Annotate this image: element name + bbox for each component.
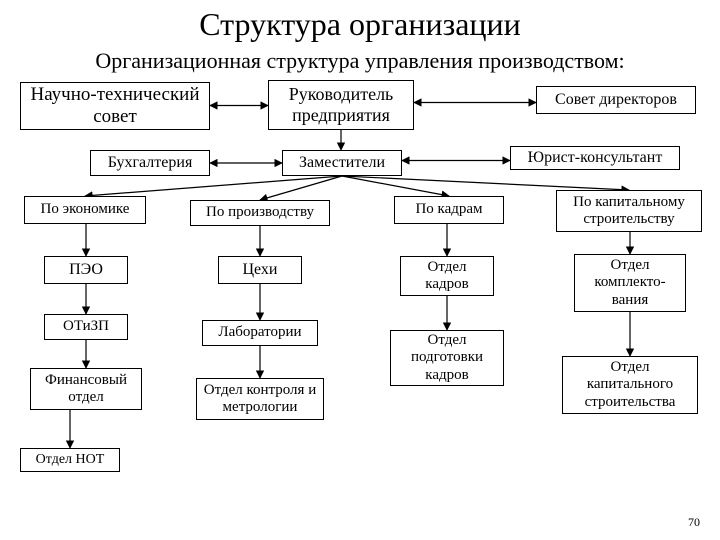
node-peo: ПЭО <box>44 256 128 284</box>
node-accounting: Бухгалтерия <box>90 150 210 176</box>
node-capcon: По капитальному строительству <box>556 190 702 232</box>
node-board: Совет директоров <box>536 86 696 114</box>
node-metrology: Отдел контроля и метрологии <box>196 378 324 420</box>
page-title: Структура организации <box>0 6 720 43</box>
node-director: Руководитель предприятия <box>268 80 414 130</box>
node-hr_dept: Отдел кадров <box>400 256 494 296</box>
page-subtitle: Организационная структура управления про… <box>0 48 720 74</box>
node-prod: По производству <box>190 200 330 226</box>
node-fin: Финансовый отдел <box>30 368 142 410</box>
node-econ: По экономике <box>24 196 146 224</box>
node-train: Отдел подготовки кадров <box>390 330 504 386</box>
node-deputies: Заместители <box>282 150 402 176</box>
page-number: 70 <box>688 515 700 530</box>
node-sci_council: Научно-технический совет <box>20 82 210 130</box>
node-otizp: ОТиЗП <box>44 314 128 340</box>
node-lawyer: Юрист-консультант <box>510 146 680 170</box>
node-hr: По кадрам <box>394 196 504 224</box>
node-capdept: Отдел капитального строительства <box>562 356 698 414</box>
node-not: Отдел НОТ <box>20 448 120 472</box>
node-shops: Цехи <box>218 256 302 284</box>
node-komplekt: Отдел комплекто-вания <box>574 254 686 312</box>
node-labs: Лаборатории <box>202 320 318 346</box>
